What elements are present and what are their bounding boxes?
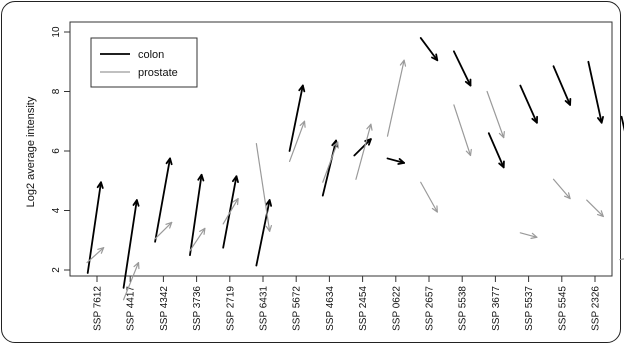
colon-arrow-shaft [520, 86, 537, 123]
y-tick-label-6: 6 [51, 148, 62, 154]
colon-arrow [388, 158, 405, 164]
legend-label-prostate: prostate [138, 67, 178, 79]
colon-arrow-shaft [554, 66, 571, 105]
prostate-arrow-shaft [223, 199, 238, 224]
colon-arrow-shaft [588, 62, 601, 123]
colon-arrow-shaft [256, 200, 269, 265]
x-tick-label: SSP 5538 [458, 286, 469, 331]
x-tick-label: SSP 2454 [358, 286, 369, 331]
prostate-arrow [388, 60, 406, 136]
legend: colon prostate [91, 38, 197, 87]
prostate-arrow-shaft [256, 144, 269, 232]
y-tick-label-2: 2 [51, 267, 62, 273]
colon-arrow [421, 38, 438, 60]
y-tick-label-8: 8 [51, 88, 62, 94]
y-axis: 2 4 6 8 10 [51, 26, 70, 273]
colon-arrow [124, 200, 139, 288]
prostate-arrow [323, 142, 339, 182]
y-tick-label-4: 4 [51, 207, 62, 213]
colon-arrow-shaft [88, 182, 101, 273]
prostate-arrow-shaft [388, 60, 405, 136]
prostate-arrow [554, 179, 571, 198]
prostate-arrow [454, 105, 471, 156]
prostate-arrow-shaft [587, 200, 604, 216]
prostate-arrow [620, 255, 624, 260]
x-tick-label: SSP 0622 [391, 286, 402, 331]
x-tick-label: SSP 5672 [292, 286, 303, 331]
y-tick-label-10: 10 [51, 26, 62, 38]
colon-arrow [554, 66, 571, 105]
colon-arrow-shaft [489, 133, 504, 167]
colon-arrow [454, 51, 471, 85]
x-tick-label: SSP 4634 [325, 286, 336, 331]
prostate-arrow [520, 233, 537, 239]
legend-box [91, 38, 197, 87]
prostate-arrow-shaft [554, 179, 571, 198]
prostate-arrow-shaft [487, 92, 504, 138]
x-tick-label: SSP 5537 [524, 286, 535, 331]
prostate-arrow [487, 92, 504, 138]
colon-arrow-shaft [190, 175, 202, 255]
colon-arrow-shaft [155, 158, 170, 241]
legend-label-colon: colon [138, 49, 164, 61]
prostate-arrow-shaft [620, 257, 624, 260]
colon-arrow-shaft [454, 51, 471, 85]
x-tick-label: SSP 2657 [425, 286, 436, 331]
x-tick-label: SSP 4342 [159, 286, 170, 331]
x-tick-label: SSP 6431 [259, 286, 270, 331]
prostate-arrow-shaft [421, 182, 438, 212]
x-tick-label: SSP 5545 [557, 286, 568, 331]
colon-arrow [489, 133, 504, 167]
colon-arrow-shaft [323, 141, 336, 196]
prostate-arrow [223, 199, 238, 224]
colon-arrow [588, 62, 603, 123]
prostate-arrow-shaft [323, 142, 338, 182]
colon-arrow [256, 200, 271, 265]
colon-arrow-shaft [290, 86, 303, 151]
x-tick-label: SSP 7612 [93, 286, 104, 331]
x-tick-label: SSP 3736 [192, 286, 203, 331]
colon-arrow [520, 86, 537, 123]
prostate-arrow [421, 182, 438, 212]
x-tick-label: SSP 4417 [126, 286, 137, 331]
x-tick-label: SSP 2719 [225, 286, 236, 331]
x-tick-label: SSP 3677 [491, 286, 502, 331]
y-axis-label: Log2 average intensity [25, 96, 37, 207]
x-axis: SSP 7612 SSP 4417 SSP 4342 SSP 3736 SSP 2719… [93, 276, 624, 331]
colon-arrow-shaft [421, 38, 438, 60]
x-tick-label: SSP 2326 [591, 286, 602, 331]
colon-arrow [155, 158, 172, 241]
colon-arrow-shaft [124, 200, 137, 288]
colon-arrow [190, 175, 203, 255]
prostate-arrow [587, 200, 604, 216]
series-prostate [87, 60, 624, 299]
prostate-arrow-shaft [454, 105, 471, 156]
prostate-arrow [256, 144, 271, 232]
